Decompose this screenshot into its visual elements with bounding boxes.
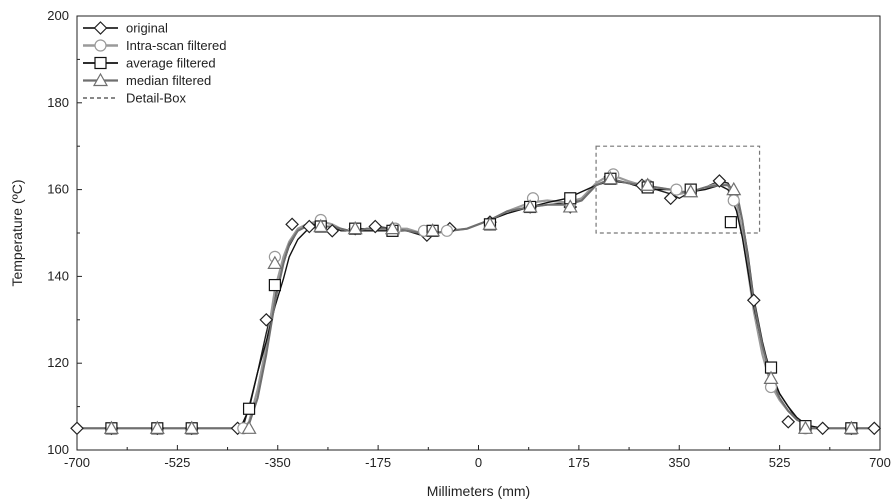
series-marker-0 xyxy=(285,217,299,232)
y-tick-label: 160 xyxy=(47,182,69,197)
series-marker-3 xyxy=(313,218,329,233)
x-tick-label: 0 xyxy=(475,455,482,470)
series-marker-3 xyxy=(797,420,813,434)
x-tick-label: 700 xyxy=(869,455,891,470)
series-marker-3 xyxy=(640,177,656,191)
series-marker-2 xyxy=(242,402,256,415)
legend-marker-3 xyxy=(92,72,109,87)
series-marker-1 xyxy=(727,194,740,207)
series-marker-3 xyxy=(602,171,618,185)
series-marker-0 xyxy=(70,421,84,436)
detail-box-layer xyxy=(595,145,761,234)
series-marker-3 xyxy=(347,220,363,235)
series-marker-0 xyxy=(781,414,796,429)
series-line-3 xyxy=(77,177,875,430)
series-marker-3 xyxy=(683,184,699,198)
series-markers xyxy=(70,168,882,436)
series-marker-3 xyxy=(184,420,200,434)
y-axis-title: Temperature (ºC) xyxy=(9,179,25,286)
series-marker-0 xyxy=(712,174,727,188)
legend-label-2: average filtered xyxy=(126,56,216,71)
series-marker-3 xyxy=(103,420,119,434)
x-tick-label: 525 xyxy=(769,455,791,470)
series-marker-2 xyxy=(268,278,281,292)
series-marker-3 xyxy=(562,199,578,213)
series-marker-0 xyxy=(746,293,761,308)
y-tick-label: 180 xyxy=(47,95,69,110)
series-lines xyxy=(77,173,875,430)
x-tick-label: 175 xyxy=(568,455,590,470)
series-marker-0 xyxy=(302,219,317,234)
x-tick-label: -350 xyxy=(265,455,291,470)
series-marker-3 xyxy=(241,420,257,434)
legend-marker-0 xyxy=(93,21,108,35)
series-marker-0 xyxy=(259,312,274,327)
series-marker-3 xyxy=(384,220,400,235)
series-marker-0 xyxy=(325,223,340,238)
legend-label-4: Detail-Box xyxy=(126,91,186,106)
series-marker-3 xyxy=(482,216,498,230)
legend: original Intra-scan filtered average filte… xyxy=(83,21,226,106)
series-marker-3 xyxy=(267,255,283,269)
x-tick-label: -175 xyxy=(365,455,391,470)
axes: -700 -525 -350 -175 0 175 350 525 700 100 120 140 16… xyxy=(47,8,891,470)
series-marker-3 xyxy=(843,420,859,434)
legend-label-1: Intra-scan filtered xyxy=(126,38,226,53)
series-marker-0 xyxy=(867,421,882,436)
x-tick-label: -525 xyxy=(164,455,190,470)
y-tick-label: 120 xyxy=(47,355,69,370)
series-marker-2 xyxy=(724,216,737,229)
detail-box xyxy=(595,145,761,234)
x-tick-label: -700 xyxy=(64,455,90,470)
y-tick-label: 140 xyxy=(47,268,69,283)
series-marker-0 xyxy=(663,191,678,206)
series-marker-0 xyxy=(368,219,383,234)
series-marker-3 xyxy=(763,370,779,384)
legend-marker-2 xyxy=(94,56,107,70)
legend-label-0: original xyxy=(126,21,168,36)
series-marker-1 xyxy=(670,183,683,196)
legend-label-3: median filtered xyxy=(126,73,211,88)
series-marker-3 xyxy=(149,420,165,434)
series-marker-3 xyxy=(522,199,538,213)
series-marker-0 xyxy=(815,421,830,436)
y-tick-label: 200 xyxy=(47,8,69,23)
x-axis-title: Millimeters (mm) xyxy=(427,483,530,499)
series-marker-3 xyxy=(726,181,742,196)
series-marker-1 xyxy=(440,224,454,237)
y-tick-label: 100 xyxy=(47,442,69,457)
x-tick-label: 350 xyxy=(668,455,690,470)
series-marker-3 xyxy=(425,223,441,237)
legend-marker-1 xyxy=(94,39,107,52)
